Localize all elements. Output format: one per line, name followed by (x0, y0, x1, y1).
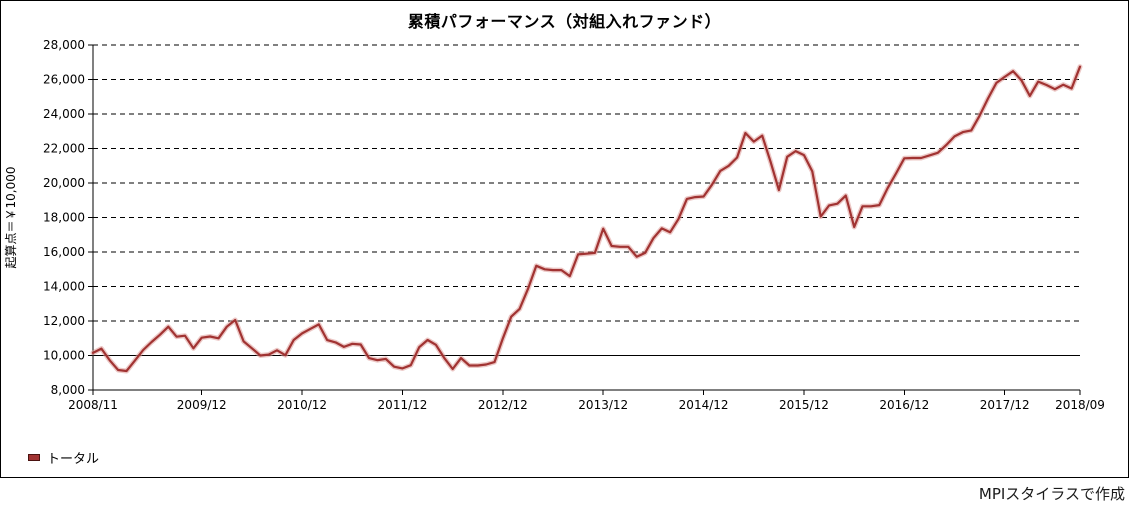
series-line-total (91, 65, 1082, 373)
y-tick-label: 18,000 (43, 211, 85, 225)
series-line-glow (90, 64, 1083, 374)
y-tick-label: 24,000 (43, 107, 85, 121)
y-tick-label: 12,000 (43, 314, 85, 328)
x-tick-label: 2017/12 (980, 398, 1030, 412)
y-axis-title: 起算点＝￥10,000 (3, 167, 18, 269)
y-tick-label: 10,000 (43, 349, 85, 363)
legend-marker-total (28, 454, 40, 461)
performance-line-chart: 28,000 26,000 24,000 22,000 20,000 18,000 16,0… (3, 38, 1105, 412)
x-tick-label: 2010/12 (277, 398, 327, 412)
y-tick-label: 16,000 (43, 245, 85, 259)
x-tick-label: 2016/12 (879, 398, 929, 412)
y-tick-label: 14,000 (43, 280, 85, 294)
x-tick-label: 2011/12 (378, 398, 428, 412)
x-tick-label: 2009/12 (177, 398, 227, 412)
x-tick-label: 2008/11 (68, 398, 118, 412)
y-tick-label: 26,000 (43, 73, 85, 87)
y-tick-label: 8,000 (51, 383, 85, 397)
legend-label-total: トータル (47, 452, 100, 467)
x-tick-label: 2013/12 (578, 398, 628, 412)
y-tick-label: 20,000 (43, 176, 85, 190)
x-tick-label: 2014/12 (679, 398, 729, 412)
x-tick-label: 2018/09 (1055, 398, 1105, 412)
footer-credit: MPIスタイラスで作成 (978, 485, 1125, 503)
x-tick-label: 2015/12 (779, 398, 829, 412)
y-tick-label: 22,000 (43, 142, 85, 156)
chart-frame: 累積パフォーマンス（対組入れファンド） 28,000 26,000 24,000 22… (0, 0, 1129, 478)
x-tick-label: 2012/12 (478, 398, 528, 412)
y-tick-label: 28,000 (43, 38, 85, 52)
chart-title: 累積パフォーマンス（対組入れファンド） (407, 12, 722, 31)
chart-legend: トータル (28, 448, 99, 467)
